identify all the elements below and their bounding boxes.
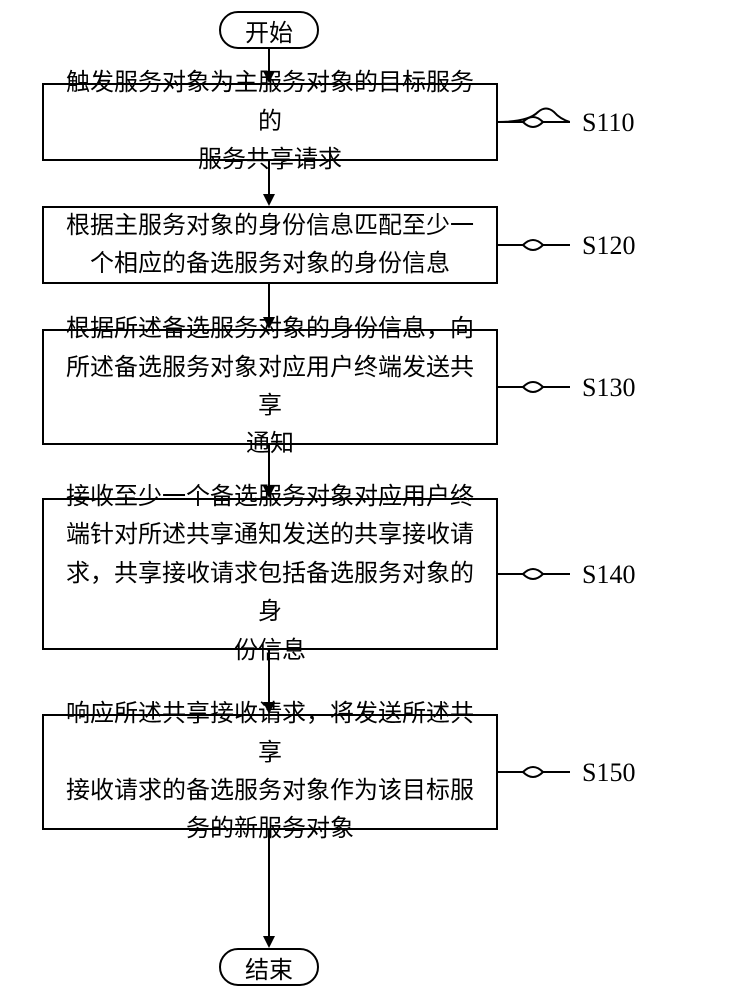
step-s150: 响应所述共享接收请求，将发送所述共享 接收请求的备选服务对象作为该目标服 务的新…: [42, 714, 498, 830]
flowchart-container: 开始 触发服务对象为主服务对象的目标服务的 服务共享请求 S110: [0, 0, 746, 1000]
step-s140-text: 接收至少一个备选服务对象对应用户终 端针对所述共享通知发送的共享接收请 求，共享…: [60, 478, 480, 670]
arrow-6: [259, 830, 279, 948]
step-s120-text: 根据主服务对象的身份信息匹配至少一 个相应的备选服务对象的身份信息: [66, 207, 474, 284]
label-s110: S110: [582, 108, 635, 138]
step-s140: 接收至少一个备选服务对象对应用户终 端针对所述共享通知发送的共享接收请 求，共享…: [42, 498, 498, 650]
step-s130-text: 根据所述备选服务对象的身份信息，向 所述备选服务对象对应用户终端发送共享 通知: [60, 310, 480, 464]
curve-connector-s130: [498, 375, 570, 399]
curve-connector-s140: [498, 562, 570, 586]
label-s120: S120: [582, 231, 635, 261]
step-s110: 触发服务对象为主服务对象的目标服务的 服务共享请求: [42, 83, 498, 161]
start-terminal: 开始: [219, 11, 319, 49]
arrow-2: [259, 161, 279, 206]
step-s130: 根据所述备选服务对象的身份信息，向 所述备选服务对象对应用户终端发送共享 通知: [42, 329, 498, 445]
end-label: 结束: [245, 950, 293, 985]
step-s150-text: 响应所述共享接收请求，将发送所述共享 接收请求的备选服务对象作为该目标服 务的新…: [60, 695, 480, 849]
label-s130: S130: [582, 373, 635, 403]
label-s140: S140: [582, 560, 635, 590]
end-terminal: 结束: [219, 948, 319, 986]
start-label: 开始: [245, 13, 293, 48]
curve-connector-s150: [498, 760, 570, 784]
step-s120: 根据主服务对象的身份信息匹配至少一 个相应的备选服务对象的身份信息: [42, 206, 498, 284]
label-s150: S150: [582, 758, 635, 788]
curve-connector-s120: [498, 233, 570, 257]
curve-connector-s110: [498, 110, 570, 134]
